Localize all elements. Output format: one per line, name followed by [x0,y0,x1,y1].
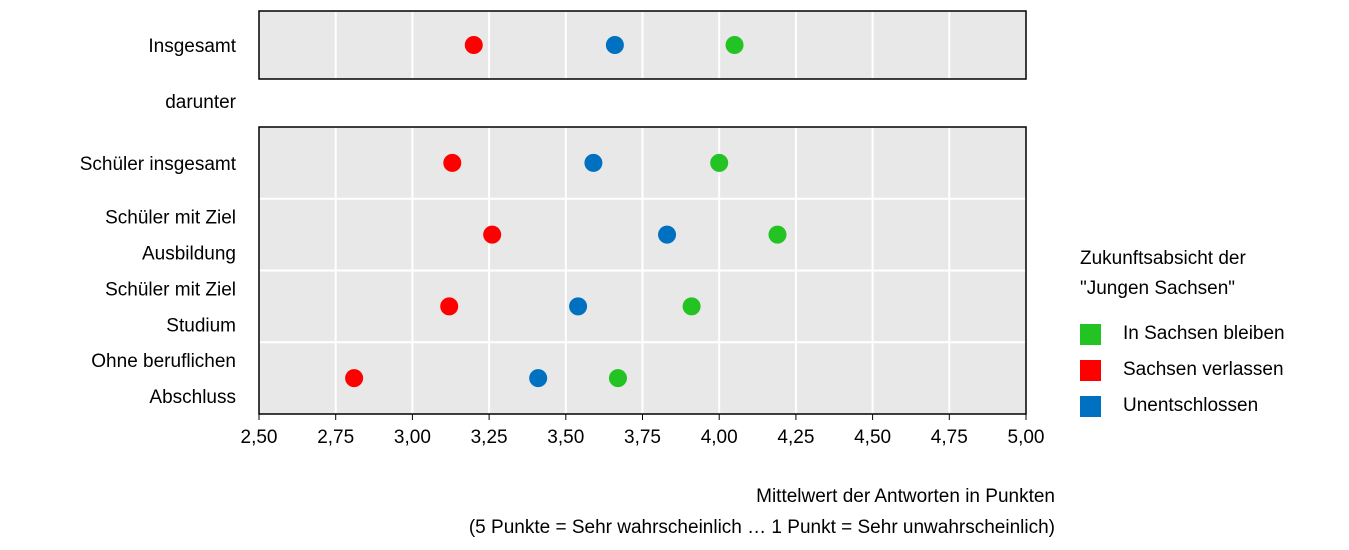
group-label: darunter [165,92,236,113]
category-label: Ausbildung [142,244,236,265]
x-tick-label: 3,50 [547,427,584,448]
data-point [608,369,627,388]
category-label: Abschluss [149,387,236,408]
x-tick-label: 4,25 [777,427,814,448]
x-axis-note: (5 Punkte = Sehr wahrscheinlich … 1 Punk… [469,517,1055,538]
legend-swatch [1080,359,1101,381]
data-point [710,153,729,172]
category-label: Schüler insgesamt [80,154,237,175]
legend-label: In Sachsen bleiben [1123,323,1285,344]
data-point [529,369,548,388]
legend-item: Sachsen verlassen [1080,352,1285,388]
x-tick-label: 3,75 [624,427,661,448]
data-point [464,36,483,54]
x-tick-label: 3,00 [394,427,431,448]
data-point [483,225,502,244]
category-label: Schüler mit Ziel [105,279,236,300]
data-point [682,297,701,316]
x-tick-label: 4,00 [701,427,738,448]
legend-swatch [1080,323,1101,345]
x-tick-label: 5,00 [1008,427,1045,448]
x-tick-label: 2,75 [317,427,354,448]
data-point [345,369,364,388]
legend-label: Sachsen verlassen [1123,359,1284,380]
x-axis-title: Mittelwert der Antworten in Punkten [756,486,1055,507]
data-point [440,297,459,316]
data-point [569,297,588,316]
x-tick-label: 2,50 [241,427,278,448]
category-label: Studium [166,315,236,336]
x-tick-label: 4,75 [931,427,968,448]
legend-swatch [1080,395,1101,417]
data-point [443,153,462,172]
legend-item: Unentschlossen [1080,388,1285,424]
legend-label: Unentschlossen [1123,395,1259,416]
x-tick-label: 3,25 [471,427,508,448]
data-point [768,225,787,244]
data-point [658,225,677,244]
x-tick-label: 4,50 [854,427,891,448]
legend: Zukunftsabsicht der "Jungen Sachsen" In S… [1080,244,1285,424]
category-label: Ohne beruflichen [91,351,236,372]
data-point [605,36,624,54]
legend-item: In Sachsen bleiben [1080,316,1285,352]
category-label: Schüler mit Ziel [105,208,236,229]
data-point [584,153,603,172]
category-label: Insgesamt [148,36,236,57]
data-point [725,36,744,54]
plot-frame-1 [258,10,1027,80]
legend-title: Zukunftsabsicht der "Jungen Sachsen" [1080,248,1246,299]
